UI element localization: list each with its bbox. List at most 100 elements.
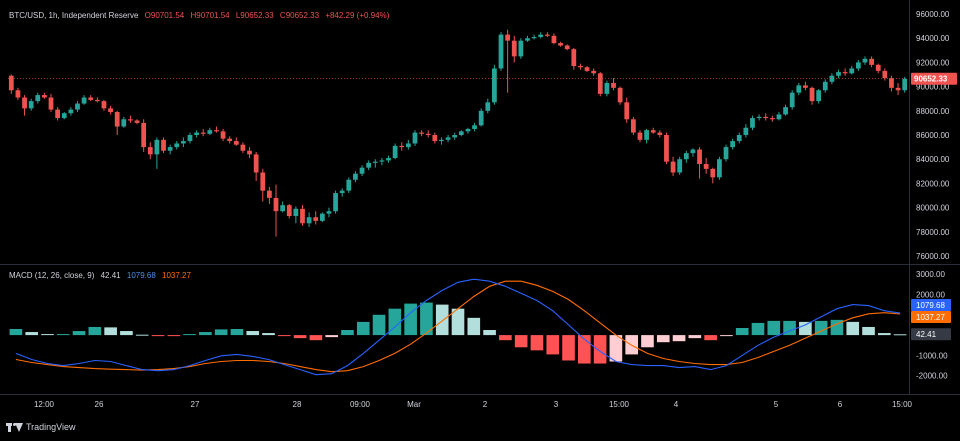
price-axis-tick: 90000.00 — [916, 83, 950, 92]
candlestick-series — [8, 29, 908, 237]
candle-body — [161, 139, 166, 151]
macd-histogram-bar — [893, 334, 907, 336]
candle-body — [584, 67, 590, 71]
macd-histogram-bar — [799, 321, 812, 336]
time-axis-tick: 2 — [483, 400, 488, 409]
macd-histogram-bar — [609, 335, 623, 362]
macd-histogram-bar — [735, 327, 749, 336]
macd-histogram-bar — [25, 332, 38, 336]
candle-body — [121, 119, 127, 127]
time-axis-tick: 5 — [774, 400, 779, 409]
candle-body — [809, 87, 815, 102]
macd-histogram-bar — [88, 326, 102, 336]
time-axis-tick: 15:00 — [609, 400, 630, 409]
symbol-label[interactable]: BTC/USD, 1h, Independent Reserve — [9, 11, 139, 20]
macd-histogram-bar — [199, 332, 212, 336]
time-axis-tick: 6 — [838, 400, 843, 409]
candle-body — [293, 208, 299, 217]
candle-body — [683, 153, 689, 160]
price-axis-tick: 96000.00 — [916, 10, 950, 19]
candle-body — [227, 138, 233, 142]
candle-body — [200, 132, 206, 134]
macd-value-badge — [911, 311, 951, 323]
candle-body — [147, 147, 153, 155]
price-axis-tick: 80000.00 — [916, 204, 950, 213]
candle-body — [233, 141, 239, 145]
price-axis-tick: 94000.00 — [916, 34, 950, 43]
candle-body — [657, 132, 663, 135]
signal-line — [15, 280, 901, 373]
time-axis-tick: 4 — [674, 400, 679, 409]
candle-body — [697, 149, 702, 165]
candle-body — [756, 116, 762, 119]
candle-body — [875, 64, 881, 71]
macd-legend: MACD (12, 26, close, 9) 42.41 1079.68 10… — [9, 271, 195, 280]
candle-body — [611, 82, 616, 88]
candle-body — [472, 125, 477, 129]
candle-body — [247, 150, 252, 155]
macd-histogram-bar — [72, 331, 86, 336]
candle-body — [664, 135, 669, 162]
candle-body — [419, 132, 424, 134]
candle-body — [353, 173, 358, 180]
candle-body — [862, 58, 868, 63]
macd-histogram-bar — [546, 335, 560, 355]
candle-body — [379, 160, 385, 162]
macd-histogram-bar — [9, 329, 23, 336]
candle-body — [789, 92, 795, 108]
candle-body — [425, 133, 431, 135]
last-price-value: 90652.33 — [914, 75, 948, 84]
candle-body — [730, 141, 736, 148]
candle-body — [690, 149, 696, 154]
time-axis-tick: 15:00 — [892, 400, 913, 409]
candle-body — [644, 130, 649, 140]
macd-histogram-bar — [451, 308, 465, 336]
price-axis-tick: 78000.00 — [916, 228, 950, 237]
candle-body — [313, 217, 319, 221]
candle-body — [68, 109, 74, 114]
candle-body — [214, 130, 219, 132]
candle-body — [703, 164, 709, 169]
price-axis-tick: 76000.00 — [916, 252, 950, 261]
candle-body — [849, 68, 855, 74]
candle-body — [842, 72, 848, 74]
candle-body — [366, 162, 372, 168]
macd-histogram-bar — [483, 330, 496, 336]
candle-body — [42, 95, 47, 98]
chart-axes: 96000.00 94000.00 92000.00 90000.00 88000.00… — [8, 10, 957, 409]
candle-body — [498, 34, 504, 69]
macd-histogram-bar — [135, 334, 149, 336]
candle-body — [624, 102, 630, 120]
macd-line-value: 1079.68 — [126, 271, 156, 280]
macd-indicator-name[interactable]: MACD (12, 26, close, 9) — [9, 271, 95, 280]
candle-body — [478, 110, 484, 126]
candle-body — [564, 45, 570, 50]
macd-histogram-bar — [341, 330, 354, 336]
candle-body — [816, 90, 822, 102]
macd-histogram-bar — [672, 335, 686, 342]
macd-histogram-bar — [830, 319, 844, 336]
tradingview-logo[interactable]: TradingView — [6, 422, 76, 432]
candle-body — [465, 128, 471, 132]
candle-body — [48, 97, 54, 110]
tradingview-brand-label: TradingView — [26, 422, 76, 432]
candle-body — [286, 205, 292, 217]
candle-body — [822, 81, 828, 91]
candle-body — [650, 130, 656, 133]
candle-body — [392, 145, 398, 158]
price-axis-tick: 92000.00 — [916, 58, 950, 67]
candle-body — [531, 37, 537, 39]
change-value: +842.29 (+0.94%) — [325, 11, 390, 20]
candle-body — [28, 101, 34, 109]
macd-histogram-bar — [562, 335, 575, 361]
candle-body — [525, 38, 530, 41]
candle-body — [591, 70, 597, 74]
macd-histogram-bar — [783, 320, 796, 336]
time-axis-tick: 12:00 — [34, 400, 55, 409]
candle-body — [836, 72, 841, 76]
macd-histogram-bar — [688, 335, 702, 339]
candle-body — [405, 143, 411, 148]
macd-histogram-bar — [641, 335, 654, 348]
